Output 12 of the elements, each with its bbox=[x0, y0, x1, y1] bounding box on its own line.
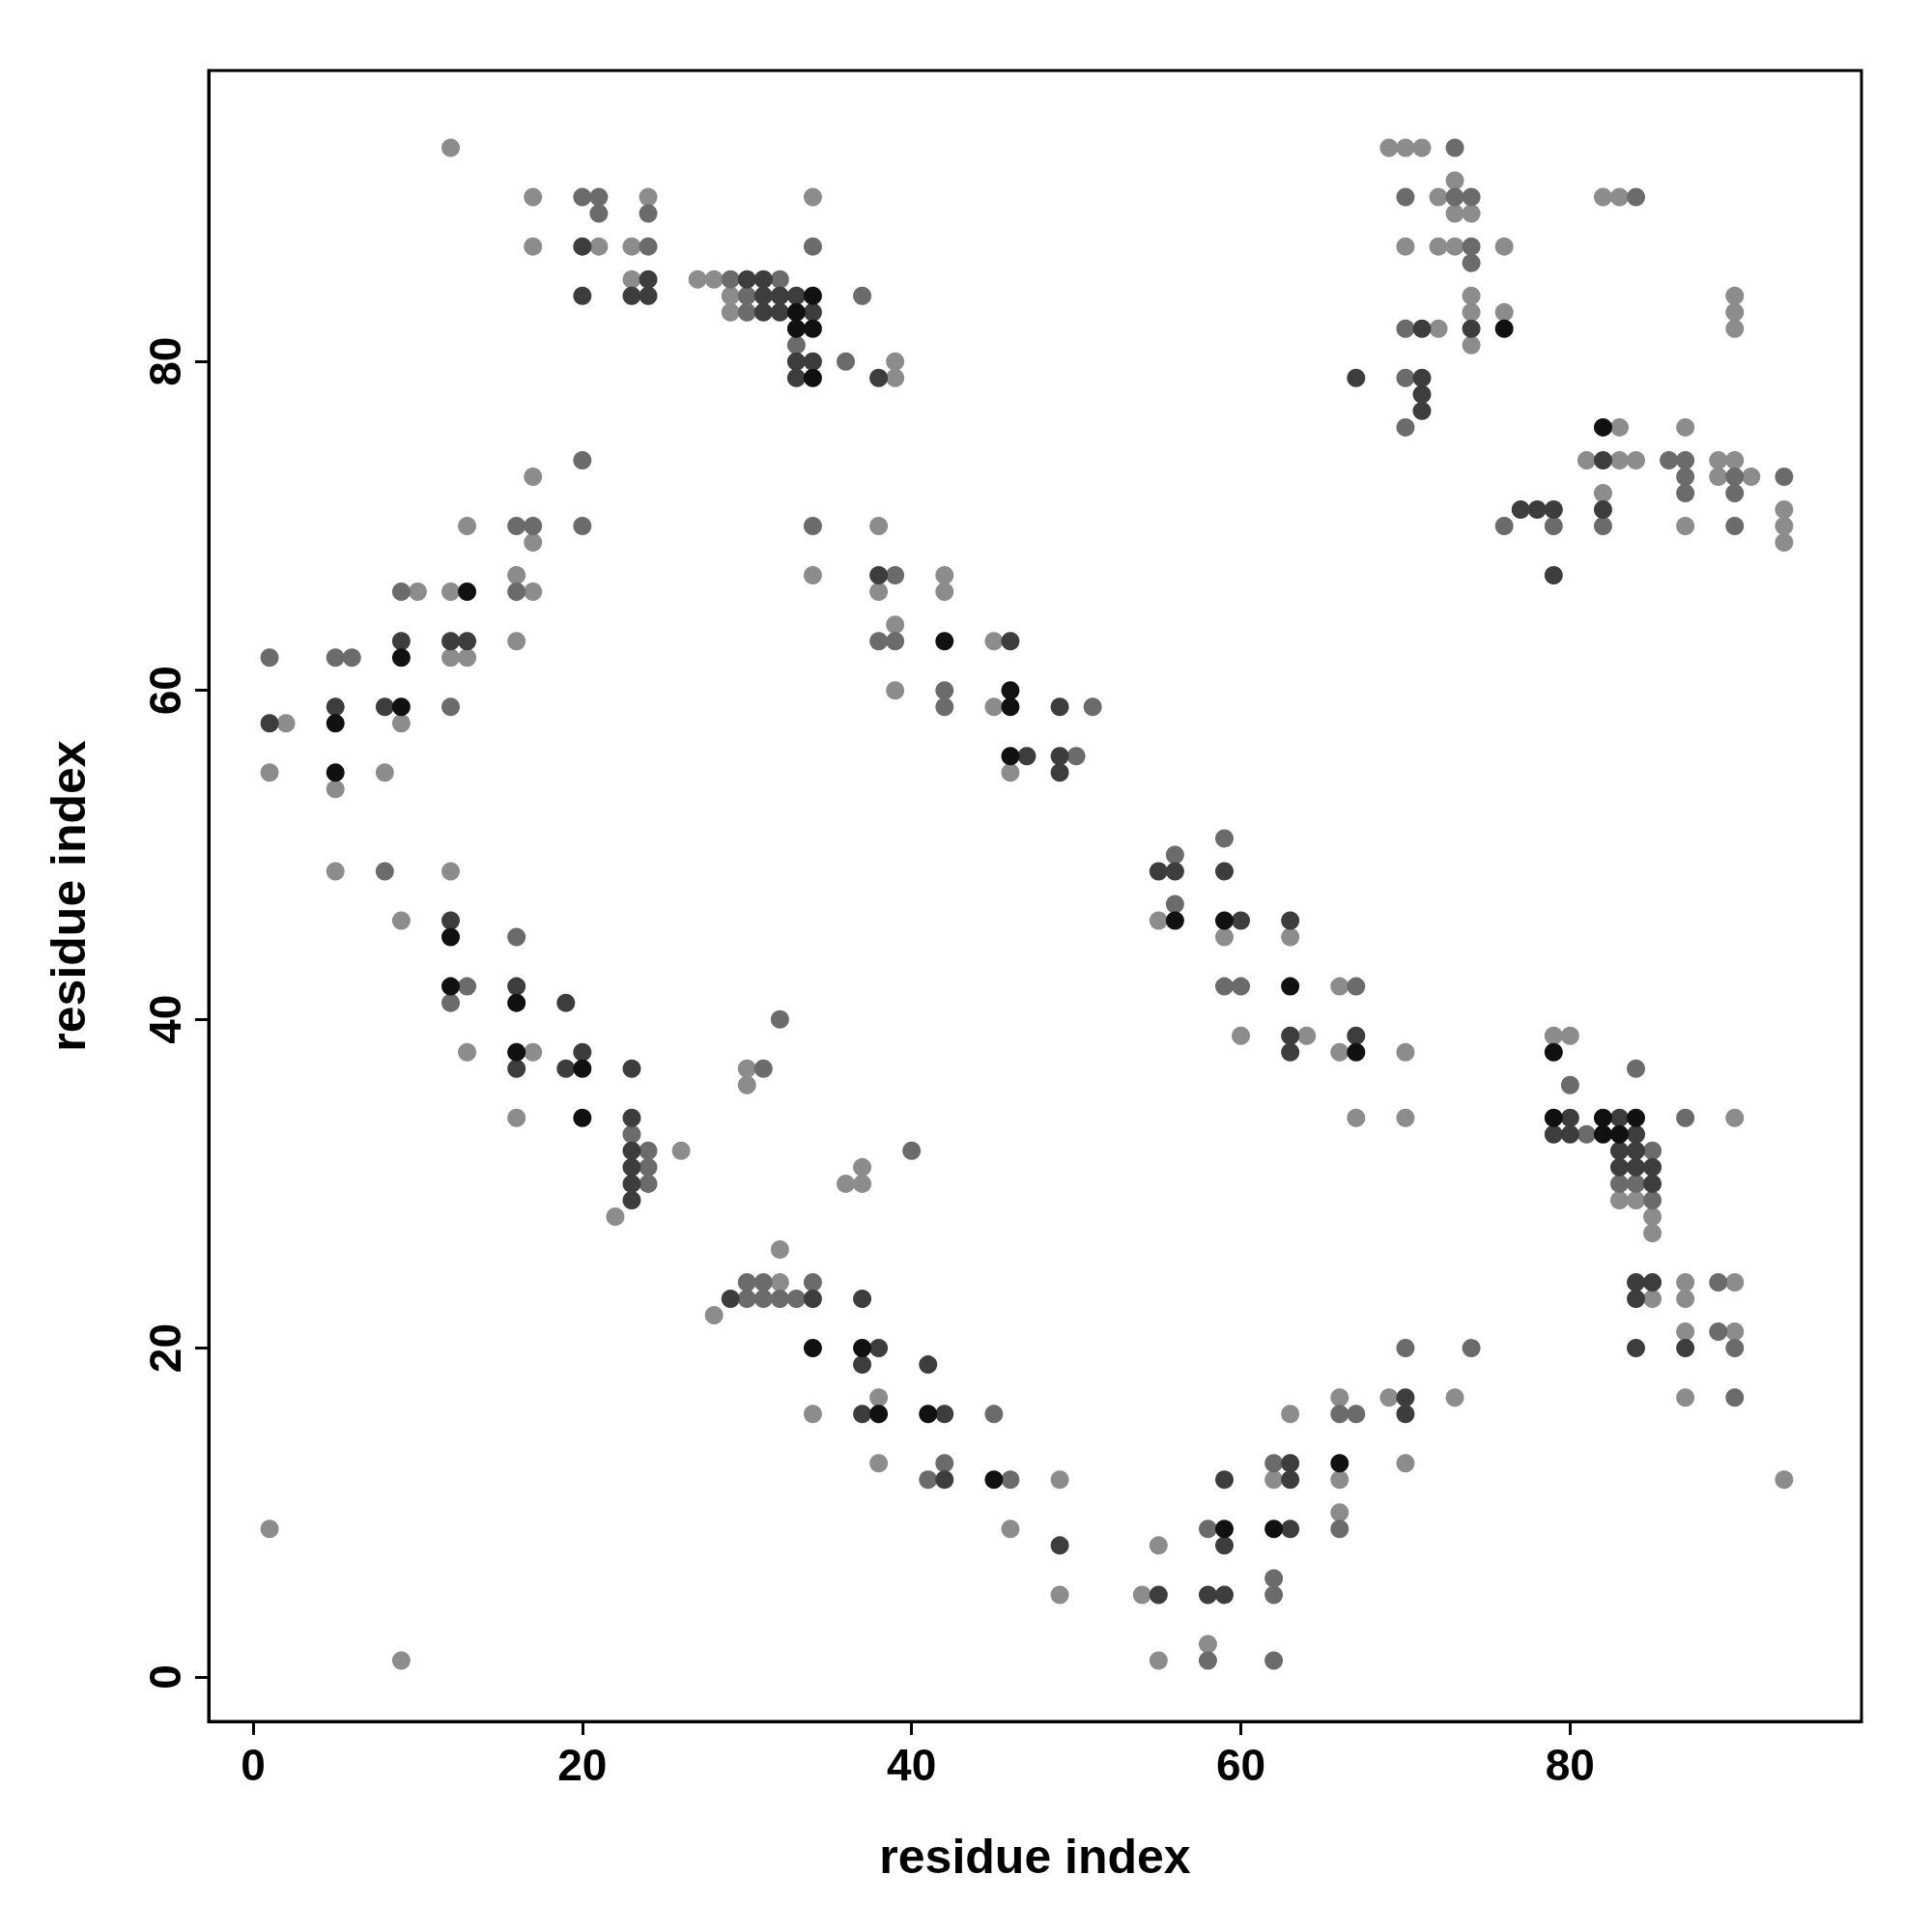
y-tick-label: 60 bbox=[140, 666, 190, 716]
x-tick-label: 60 bbox=[1215, 1740, 1266, 1790]
x-tick-label: 80 bbox=[1545, 1740, 1595, 1790]
y-tick-label: 80 bbox=[140, 336, 190, 386]
x-axis-title: residue index bbox=[879, 1830, 1191, 1884]
y-axis-title: residue index bbox=[42, 740, 96, 1052]
y-tick-label: 0 bbox=[140, 1664, 190, 1690]
y-tick-label: 40 bbox=[140, 994, 190, 1044]
y-tick-label: 20 bbox=[140, 1323, 190, 1374]
x-tick-label: 0 bbox=[241, 1740, 266, 1790]
x-tick-label: 40 bbox=[887, 1740, 937, 1790]
x-tick-label: 20 bbox=[557, 1740, 608, 1790]
